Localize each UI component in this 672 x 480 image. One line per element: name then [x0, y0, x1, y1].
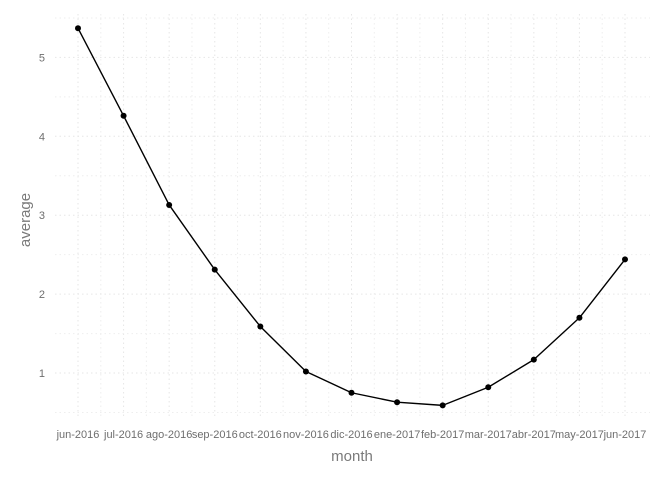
points-layer: [75, 25, 628, 409]
data-point: [166, 201, 173, 208]
y-tick-label: 5: [39, 52, 45, 64]
x-tick-label: abr-2017: [512, 429, 556, 441]
y-tick-label: 4: [39, 131, 45, 143]
data-point: [622, 256, 628, 263]
data-point: [302, 368, 309, 375]
data-point: [348, 389, 355, 396]
x-tick-label: mar-2017: [465, 429, 512, 441]
data-point: [394, 399, 401, 406]
x-tick-label: feb-2017: [421, 429, 464, 441]
x-axis-ticks: jun-2016 jul-2016 ago-2016 sep-2016 oct-2016…: [56, 429, 647, 441]
data-point: [120, 112, 127, 119]
x-tick-label: dic-2016: [330, 429, 372, 441]
y-tick-label: 2: [39, 289, 45, 301]
x-tick-label: ago-2016: [146, 429, 193, 441]
data-point: [530, 356, 537, 363]
data-point: [211, 266, 218, 273]
y-tick-label: 3: [39, 210, 45, 222]
x-axis-title: month: [331, 448, 373, 465]
x-tick-label: sep-2016: [192, 429, 238, 441]
x-tick-label: oct-2016: [239, 429, 282, 441]
x-tick-label: ene-2017: [374, 429, 421, 441]
data-point: [576, 314, 583, 321]
x-tick-label: nov-2016: [283, 429, 329, 441]
data-point: [75, 25, 81, 32]
data-point: [439, 402, 446, 409]
x-tick-label: may-2017: [555, 429, 604, 441]
x-tick-label: jun-2017: [603, 429, 647, 441]
x-tick-label: jul-2016: [103, 429, 143, 441]
grid-layer: [55, 14, 650, 418]
y-axis-title: average: [17, 193, 34, 247]
data-point: [257, 323, 264, 330]
y-axis-ticks: 1 2 3 4 5: [39, 52, 45, 380]
data-point: [485, 384, 492, 391]
y-tick-label: 1: [39, 368, 45, 380]
x-tick-label: jun-2016: [56, 429, 100, 441]
